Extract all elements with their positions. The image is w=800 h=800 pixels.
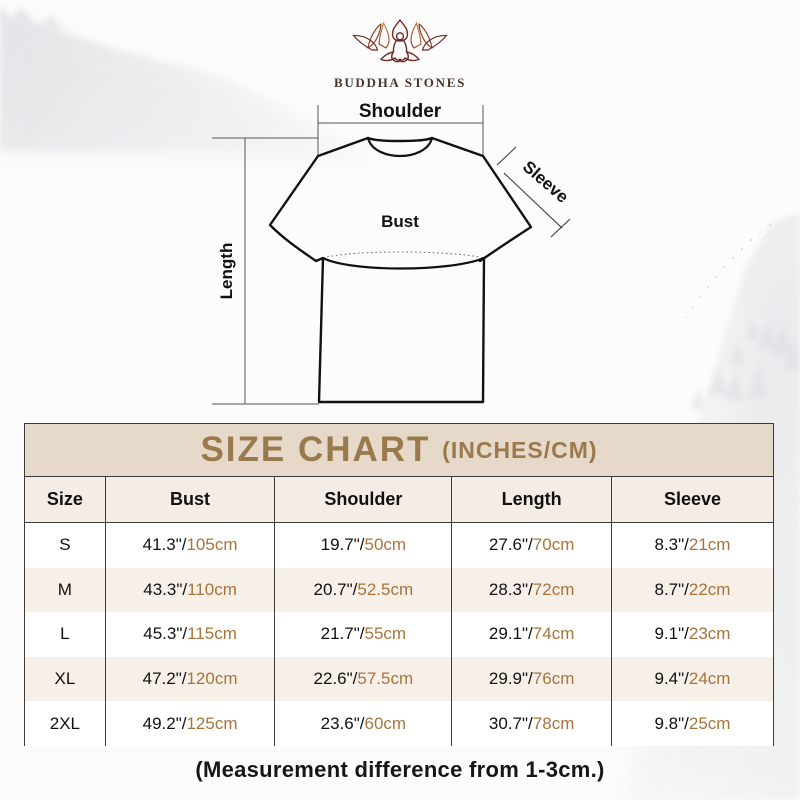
svg-text:Shoulder: Shoulder <box>359 101 442 122</box>
svg-text:Sleeve: Sleeve <box>519 157 572 207</box>
svg-text:Length: Length <box>217 243 236 300</box>
svg-text:Bust: Bust <box>381 212 419 231</box>
